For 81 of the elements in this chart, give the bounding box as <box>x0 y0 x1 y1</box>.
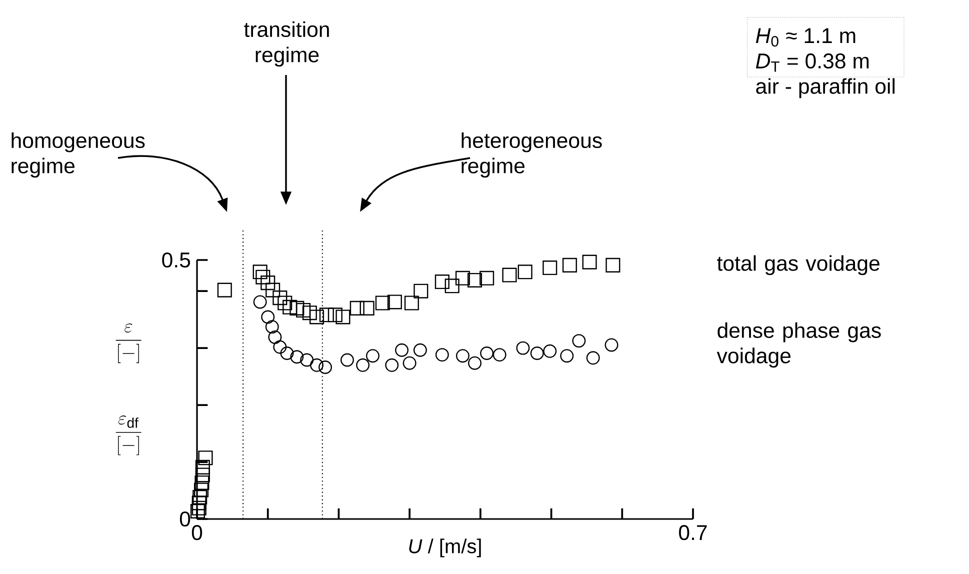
point <box>260 276 276 290</box>
point <box>319 308 334 322</box>
point <box>492 348 506 362</box>
text: D$_{T}$ = 0.38 m <box>756 53 869 72</box>
point <box>272 290 288 306</box>
point <box>366 349 380 363</box>
point <box>194 475 210 490</box>
point <box>404 296 419 310</box>
point <box>273 340 287 354</box>
point <box>562 258 577 272</box>
point <box>192 500 206 516</box>
text: transition regime <box>244 21 329 67</box>
point <box>518 264 532 280</box>
point <box>582 254 597 270</box>
point <box>302 306 317 320</box>
point <box>195 468 210 482</box>
point <box>468 356 482 370</box>
point <box>282 300 298 314</box>
point <box>261 310 275 324</box>
point <box>192 490 208 505</box>
point <box>290 350 304 364</box>
point <box>402 356 416 370</box>
point <box>395 343 409 357</box>
point <box>318 360 332 374</box>
point <box>434 274 450 290</box>
point <box>195 460 210 474</box>
text: air - paraffin oil <box>756 78 895 98</box>
point <box>444 278 460 294</box>
point <box>480 346 494 360</box>
point <box>572 334 586 348</box>
point <box>467 272 482 288</box>
point <box>350 300 364 316</box>
point <box>309 310 324 324</box>
point <box>456 349 470 363</box>
point <box>530 346 544 360</box>
point <box>253 295 267 309</box>
text: dense phase gas voidage <box>716 322 881 368</box>
point <box>278 296 292 310</box>
point <box>385 358 399 372</box>
x-axis-title: U / [m/s] <box>409 538 481 558</box>
point <box>336 310 350 324</box>
point <box>516 341 530 355</box>
point <box>502 268 517 282</box>
point <box>604 338 618 352</box>
point <box>296 302 311 318</box>
point <box>586 351 600 365</box>
point <box>290 300 304 316</box>
point <box>252 264 268 280</box>
text: homogeneous regime <box>12 132 145 178</box>
point <box>375 296 390 310</box>
point <box>480 270 494 286</box>
point <box>560 349 574 363</box>
point <box>542 260 558 276</box>
text: H$_{0}$ ≈ 1.1 m <box>756 28 856 47</box>
point <box>256 270 270 284</box>
text: total gas voidage <box>717 255 880 276</box>
point <box>217 282 232 298</box>
point <box>543 344 557 358</box>
point <box>300 353 314 367</box>
point <box>455 270 470 286</box>
point <box>606 258 620 272</box>
point <box>268 330 282 344</box>
point <box>194 482 209 498</box>
point <box>280 346 294 360</box>
point <box>266 282 280 298</box>
point <box>328 308 342 322</box>
point <box>360 300 374 316</box>
point <box>356 358 370 372</box>
point <box>340 353 354 367</box>
point <box>413 343 427 357</box>
point <box>387 294 402 310</box>
point <box>414 284 428 298</box>
point <box>190 504 205 518</box>
point <box>265 320 279 334</box>
point <box>435 348 449 362</box>
x-tick-label: 0.7 <box>679 525 707 540</box>
y-tick-label: 0.5 <box>162 252 190 268</box>
point <box>198 450 213 466</box>
y-axis-title: $\begin{array}{c}\dfrac{\varepsilon}{[-]}\\[3.2em]\dfrac{\varepsilon_{\mathrm{df}}}{[-]}\end{array}$ <box>116 323 142 456</box>
point <box>310 358 324 372</box>
text: heterogeneous regime <box>462 132 602 178</box>
